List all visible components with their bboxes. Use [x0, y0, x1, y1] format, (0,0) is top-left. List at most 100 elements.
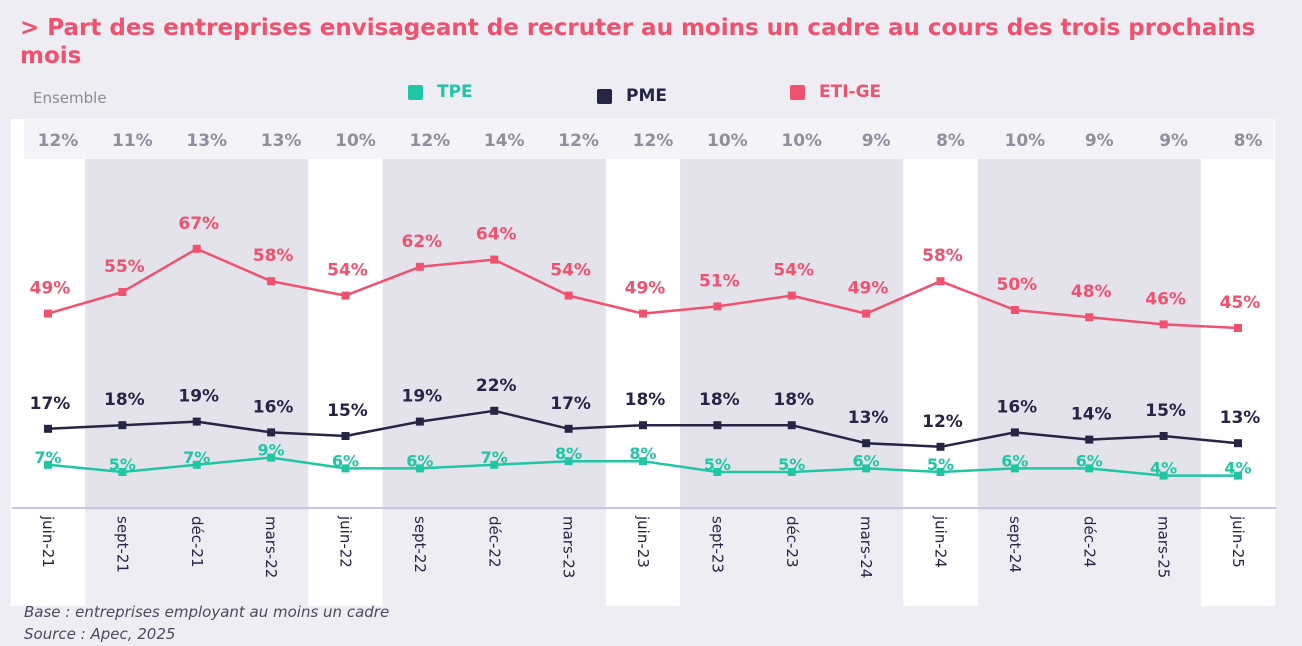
ensemble-value-label: 9%	[1085, 131, 1114, 151]
x-tick-label: déc-24	[1080, 516, 1098, 568]
data-label-pme: 18%	[104, 390, 145, 410]
x-tick-label: mars-24	[857, 516, 875, 578]
data-point-tpe	[341, 464, 350, 473]
data-point-tpe	[1010, 464, 1019, 473]
data-point-tpe	[1234, 471, 1242, 480]
x-tick-label: déc-22	[485, 516, 503, 568]
data-label-tpe: 7%	[34, 448, 61, 467]
ensemble-value-label: 10%	[1005, 131, 1046, 151]
footer-source-note: Source : Apec, 2025	[24, 625, 176, 643]
data-point-tpe	[1159, 471, 1168, 480]
x-tick-label: juin-22	[337, 515, 355, 568]
x-tick-label: sept-22	[411, 516, 429, 573]
data-point-tpe	[490, 460, 499, 469]
data-point-pme	[118, 421, 127, 430]
x-tick-label: sept-24	[1006, 516, 1024, 573]
data-label-pme: 14%	[1071, 405, 1112, 425]
legend-swatch-pme	[597, 88, 612, 104]
x-tick-label: mars-23	[560, 516, 578, 578]
data-label-pme: 22%	[476, 376, 517, 396]
data-point-pme	[341, 432, 350, 440]
data-point-tpe	[713, 468, 722, 476]
data-point-tpe	[44, 460, 52, 469]
data-label-eti-ge: 54%	[327, 261, 368, 281]
data-point-tpe	[787, 468, 796, 476]
data-point-eti-ge	[1085, 313, 1094, 322]
period-band-label-area	[10, 510, 86, 606]
ensemble-value-label: 9%	[862, 131, 891, 151]
legend-swatch-eti-ge	[790, 84, 805, 100]
data-label-pme: 19%	[178, 387, 219, 407]
data-point-eti-ge	[936, 277, 945, 286]
data-point-pme	[787, 421, 796, 430]
data-point-tpe	[192, 460, 201, 469]
chart-title: > Part des entreprises envisageant de re…	[20, 15, 1256, 69]
x-tick-label: juin-23	[634, 515, 652, 568]
data-point-pme	[44, 424, 52, 433]
x-tick-label: sept-21	[113, 516, 131, 573]
data-label-pme: 18%	[699, 390, 740, 410]
data-label-pme: 13%	[848, 408, 889, 428]
data-label-tpe: 9%	[258, 441, 285, 460]
ensemble-value-label: 12%	[558, 131, 599, 151]
x-tick-label: déc-21	[188, 516, 206, 568]
data-point-pme	[1159, 432, 1168, 440]
data-label-tpe: 6%	[853, 451, 880, 470]
period-band	[85, 119, 309, 510]
period-band	[308, 119, 383, 510]
data-point-tpe	[415, 464, 424, 473]
x-tick-label: déc-23	[783, 516, 801, 568]
ensemble-value-label: 12%	[38, 131, 79, 151]
data-label-eti-ge: 58%	[253, 246, 294, 266]
data-point-pme	[415, 417, 424, 426]
data-label-eti-ge: 49%	[30, 279, 71, 299]
x-tick-label: sept-23	[708, 516, 726, 573]
data-label-pme: 18%	[625, 390, 666, 410]
data-label-eti-ge: 50%	[997, 275, 1038, 295]
data-point-pme	[936, 442, 945, 451]
data-point-pme	[862, 439, 871, 448]
x-tick-label: juin-24	[932, 515, 950, 568]
data-point-eti-ge	[44, 309, 52, 318]
data-label-tpe: 6%	[406, 451, 433, 470]
legend-item-pme: PME	[597, 86, 667, 106]
data-label-pme: 17%	[550, 394, 591, 414]
data-label-pme: 16%	[253, 397, 294, 417]
ensemble-value-label: 9%	[1159, 131, 1188, 151]
data-label-tpe: 7%	[183, 448, 210, 467]
data-point-eti-ge	[1159, 320, 1168, 329]
data-label-eti-ge: 45%	[1220, 293, 1261, 313]
data-label-tpe: 7%	[481, 448, 508, 467]
data-label-pme: 19%	[402, 387, 443, 407]
data-point-pme	[267, 428, 276, 437]
ensemble-value-label: 10%	[707, 131, 748, 151]
ensemble-value-label: 8%	[1234, 131, 1263, 151]
ensemble-value-label: 13%	[186, 131, 227, 151]
data-label-eti-ge: 54%	[550, 261, 591, 281]
data-label-tpe: 8%	[629, 444, 656, 463]
data-point-eti-ge	[639, 309, 647, 318]
data-label-eti-ge: 48%	[1071, 282, 1112, 302]
data-point-pme	[1234, 439, 1242, 448]
period-band-label-area	[308, 510, 383, 606]
x-tick-label: mars-25	[1155, 516, 1173, 578]
period-band-label-area	[605, 510, 681, 606]
data-point-eti-ge	[341, 291, 350, 300]
data-point-eti-ge	[415, 262, 424, 271]
data-point-eti-ge	[192, 244, 201, 253]
data-label-eti-ge: 58%	[922, 246, 963, 266]
data-point-pme	[1085, 435, 1094, 444]
data-label-tpe: 4%	[1150, 459, 1177, 478]
ensemble-value-label: 10%	[335, 131, 376, 151]
data-point-pme	[564, 424, 573, 433]
data-label-tpe: 5%	[927, 455, 954, 474]
data-point-eti-ge	[267, 277, 276, 286]
data-point-eti-ge	[490, 255, 499, 264]
data-label-pme: 15%	[327, 401, 368, 421]
data-point-tpe	[936, 468, 945, 476]
data-point-pme	[490, 406, 499, 415]
data-point-pme	[713, 421, 722, 430]
data-label-tpe: 5%	[109, 455, 136, 474]
ensemble-value-label: 12%	[410, 131, 451, 151]
